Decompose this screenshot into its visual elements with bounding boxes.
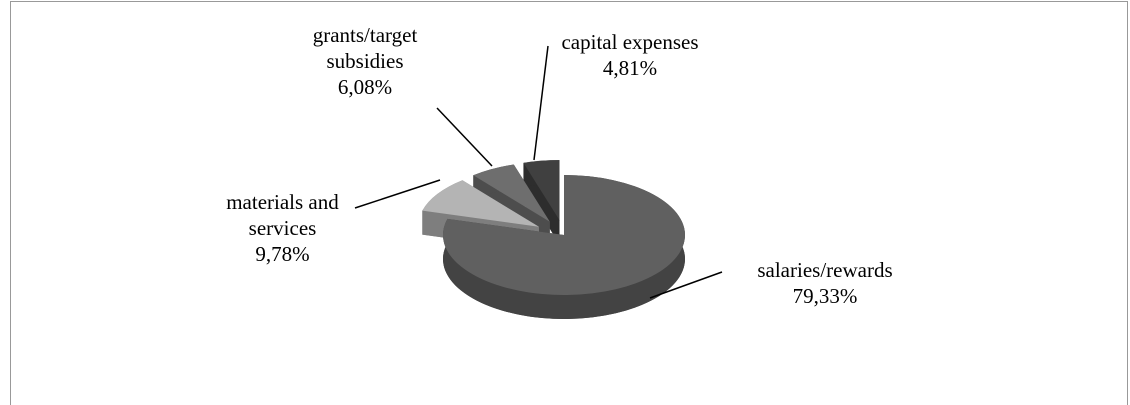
label-value: 4,81%: [602, 56, 658, 80]
slice: [442, 175, 685, 295]
label-name: materials and services: [226, 190, 339, 240]
label-name: salaries/rewards: [757, 258, 893, 282]
label-value: 79,33%: [792, 284, 858, 308]
leader-line: [649, 271, 723, 299]
leader-line: [354, 179, 441, 209]
data-label: salaries/rewards 79,33%: [700, 257, 950, 309]
slice: [523, 160, 560, 221]
slice-group: [442, 175, 686, 319]
label-name: capital expenses: [561, 30, 699, 54]
data-label: grants/target subsidies 6,08%: [290, 22, 440, 100]
label-value: 6,08%: [337, 75, 393, 99]
data-label: materials and services 9,78%: [200, 189, 365, 267]
leader-line: [436, 107, 493, 167]
chart-border: [10, 1, 1128, 405]
slice: [422, 180, 539, 227]
leader-line: [533, 45, 549, 161]
slice: [473, 164, 550, 222]
label-value: 9,78%: [255, 242, 310, 266]
data-label: capital expenses 4,81%: [530, 29, 730, 81]
label-name: grants/target subsidies: [312, 23, 418, 73]
